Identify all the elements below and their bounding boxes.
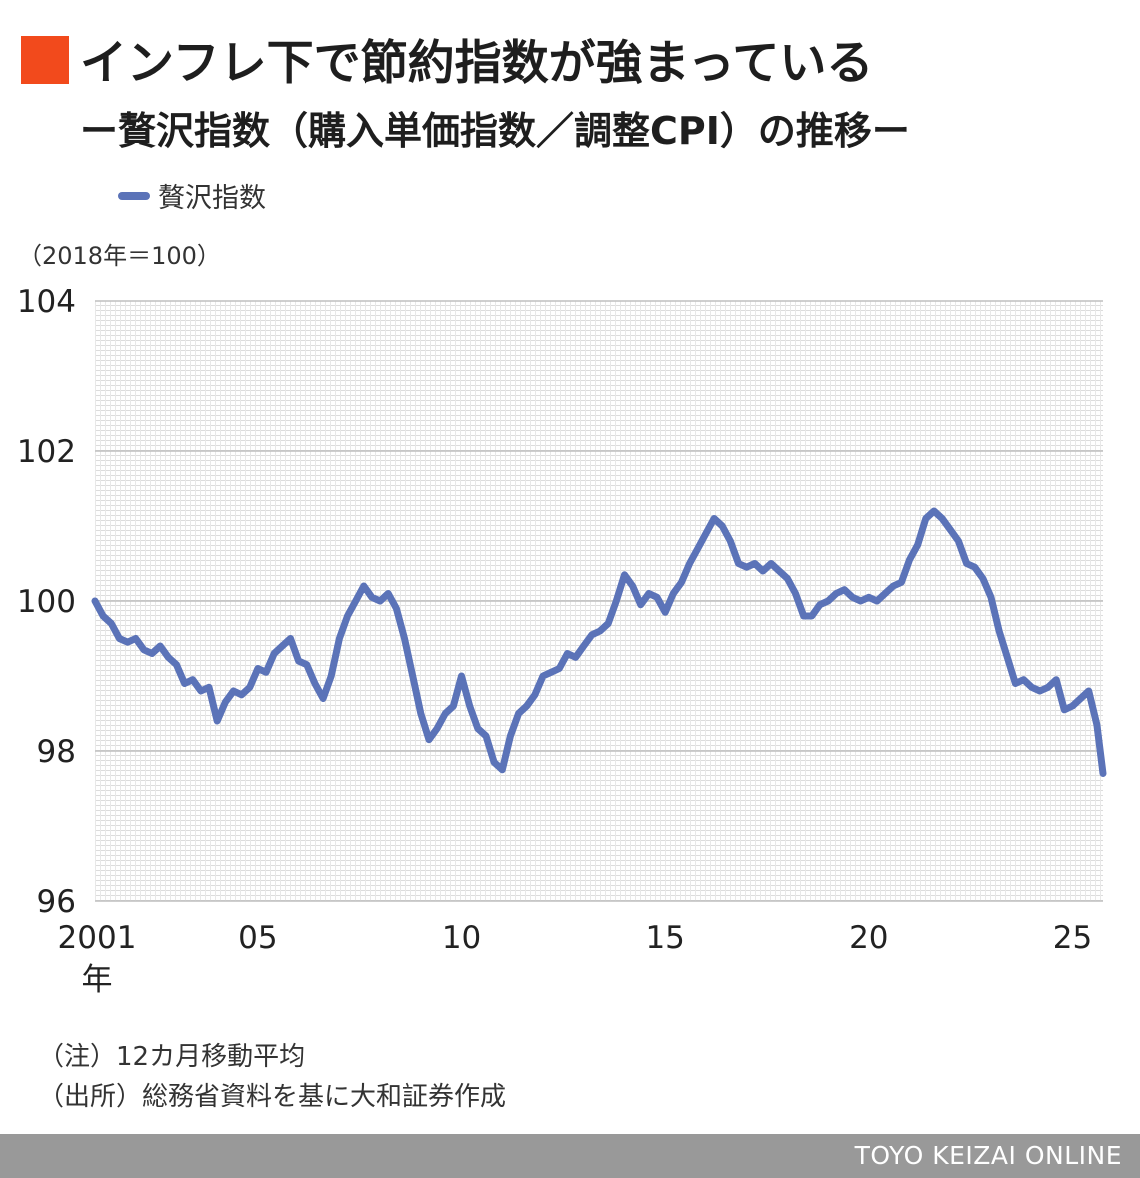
grid	[95, 300, 1103, 902]
footer-bar: TOYO KEIZAI ONLINE	[0, 1134, 1140, 1178]
x-tick-label: 25	[1053, 920, 1092, 956]
y-tick-label: 98	[37, 734, 76, 770]
y-tick-label: 102	[17, 434, 76, 470]
y-tick-label: 100	[17, 584, 76, 620]
line-chart: 104 102 100 98 96 2001 05 10 15 20 25 年	[17, 284, 1107, 998]
brand-label: TOYO KEIZAI ONLINE	[854, 1141, 1122, 1170]
chart-subtitle: ー贅沢指数（購入単価指数／調整CPI）の推移ー	[80, 109, 910, 153]
x-tick-label: 20	[849, 920, 888, 956]
x-axis-year-suffix: 年	[82, 962, 113, 998]
series-line	[91, 507, 1107, 777]
note-source: （出所）総務省資料を基に大和証券作成	[38, 1082, 507, 1112]
y-tick-label: 96	[37, 884, 76, 920]
x-tick-label: 10	[442, 920, 481, 956]
legend-swatch	[118, 191, 150, 200]
x-axis: 2001 05 10 15 20 25 年	[58, 920, 1093, 998]
y-axis: 104 102 100 98 96	[17, 284, 76, 920]
title-accent-square	[21, 36, 69, 84]
legend-label: 贅沢指数	[158, 183, 266, 214]
x-tick-label: 05	[238, 920, 277, 956]
series-group	[91, 507, 1107, 777]
y-axis-unit: （2018年＝100）	[18, 242, 221, 270]
x-tick-label: 15	[645, 920, 684, 956]
note-moving-average: （注）12カ月移動平均	[38, 1042, 306, 1072]
legend: 贅沢指数	[118, 176, 266, 215]
chart-title: インフレ下で節約指数が強まっている	[80, 36, 874, 91]
x-tick-label: 2001	[58, 920, 137, 956]
y-tick-label: 104	[17, 284, 76, 320]
